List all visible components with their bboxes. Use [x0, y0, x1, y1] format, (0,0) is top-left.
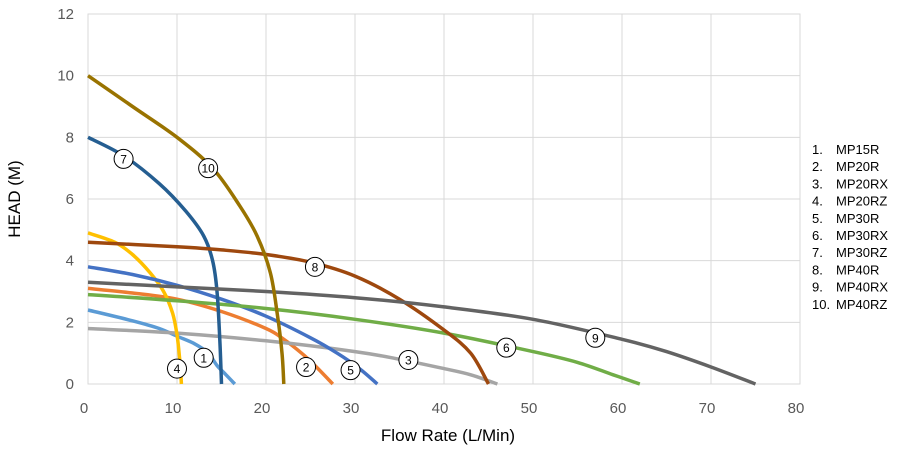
- marker-circle: [340, 360, 361, 381]
- marker-circle: [398, 349, 419, 370]
- legend-number: 8.: [812, 262, 823, 277]
- legend-entry: 10. MP40RZ: [812, 297, 887, 312]
- legend-entry: 6. MP30RX: [812, 228, 888, 243]
- curve-mp20rx: [87, 326, 498, 386]
- curve-marker-6: 6: [496, 337, 517, 358]
- x-tick-label: 50: [521, 400, 538, 417]
- marker-label: 5: [347, 364, 354, 378]
- legend-entry: 3. MP20RX: [812, 176, 888, 191]
- legend-number: 10.: [812, 297, 830, 312]
- legend-entry: 7. MP30RZ: [812, 245, 887, 260]
- curve-marker-1: 1: [193, 347, 214, 368]
- marker-circle: [496, 337, 517, 358]
- y-axis-title: HEAD (M): [5, 160, 24, 237]
- curve-marker-10: 10: [198, 158, 219, 179]
- curve-mp40rx: [87, 280, 757, 386]
- curve-mp40rz: [87, 74, 286, 385]
- y-tick-label: 0: [66, 376, 74, 393]
- curve-mp30rz: [87, 135, 224, 385]
- curve-marker-5: 5: [340, 360, 361, 381]
- x-tick-label: 0: [80, 400, 88, 417]
- x-tick-label: 20: [254, 400, 271, 417]
- x-axis-title: Flow Rate (L/Min): [381, 426, 515, 445]
- curve-mp30rx: [87, 292, 641, 386]
- marker-label: 1: [200, 351, 207, 365]
- x-tick-label: 80: [788, 400, 805, 417]
- marker-circle: [296, 357, 317, 378]
- marker-circle: [585, 327, 606, 348]
- y-tick-label: 2: [66, 314, 74, 331]
- legend-model: MP40R: [836, 262, 879, 277]
- curve-mp15r: [87, 308, 237, 386]
- legend-model: MP20RX: [836, 176, 888, 191]
- legend-entry: 5. MP30R: [812, 211, 879, 226]
- legend-model: MP30RZ: [836, 245, 887, 260]
- legend: 1. MP15R 2. MP20R 3. MP20RX 4. MP20RZ 5. MP30R 6. M…: [812, 142, 888, 312]
- legend-number: 7.: [812, 245, 823, 260]
- x-tick-label: 70: [699, 400, 716, 417]
- marker-circle: [113, 148, 134, 169]
- legend-entry: 4. MP20RZ: [812, 194, 887, 209]
- marker-label: 6: [503, 341, 510, 355]
- marker-label: 2: [303, 361, 310, 375]
- marker-label: 3: [405, 353, 412, 367]
- legend-model: MP30R: [836, 211, 879, 226]
- curve-marker-2: 2: [296, 357, 317, 378]
- marker-label: 8: [312, 260, 319, 274]
- marker-label: 9: [592, 331, 599, 345]
- legend-number: 1.: [812, 142, 823, 157]
- legend-model: MP20RZ: [836, 194, 887, 209]
- curve-marker-7: 7: [113, 148, 134, 169]
- x-tick-label: 60: [610, 400, 627, 417]
- pump-curves: [87, 74, 757, 386]
- x-tick-label: 30: [343, 400, 360, 417]
- curve-mp40r: [87, 240, 491, 385]
- marker-circle: [304, 256, 325, 277]
- curve-marker-9: 9: [585, 327, 606, 348]
- curve-mp20rz: [87, 231, 184, 385]
- legend-number: 2.: [812, 159, 823, 174]
- legend-number: 4.: [812, 194, 823, 209]
- legend-entry: 1. MP15R: [812, 142, 879, 157]
- y-tick-label: 8: [66, 129, 74, 146]
- legend-model: MP30RX: [836, 228, 888, 243]
- grid-lines: [87, 13, 801, 385]
- marker-circle: [193, 347, 214, 368]
- legend-entry: 2. MP20R: [812, 159, 879, 174]
- legend-model: MP20R: [836, 159, 879, 174]
- legend-number: 9.: [812, 280, 823, 295]
- legend-model: MP40RZ: [836, 297, 887, 312]
- legend-number: 5.: [812, 211, 823, 226]
- marker-label: 4: [174, 362, 181, 376]
- marker-circle: [198, 158, 219, 179]
- legend-model: MP15R: [836, 142, 879, 157]
- x-tick-label: 40: [432, 400, 449, 417]
- legend-entry: 9. MP40RX: [812, 280, 888, 295]
- y-tick-label: 10: [57, 68, 74, 85]
- y-tick-label: 4: [66, 253, 74, 270]
- y-tick-label: 6: [66, 191, 74, 208]
- curve-marker-4: 4: [167, 358, 187, 379]
- curve-marker-3: 3: [398, 349, 419, 370]
- legend-entry: 8. MP40R: [812, 262, 879, 277]
- legend-number: 6.: [812, 228, 823, 243]
- marker-circle: [167, 358, 187, 379]
- marker-label: 10: [201, 162, 215, 176]
- y-tick-label: 12: [57, 6, 74, 23]
- marker-label: 7: [120, 152, 127, 166]
- curve-markers: 1 2 3 4 5 6 7 8 9 10: [113, 148, 606, 381]
- x-tick-label: 10: [165, 400, 182, 417]
- legend-number: 3.: [812, 176, 823, 191]
- legend-model: MP40RX: [836, 280, 888, 295]
- curve-marker-8: 8: [304, 256, 325, 277]
